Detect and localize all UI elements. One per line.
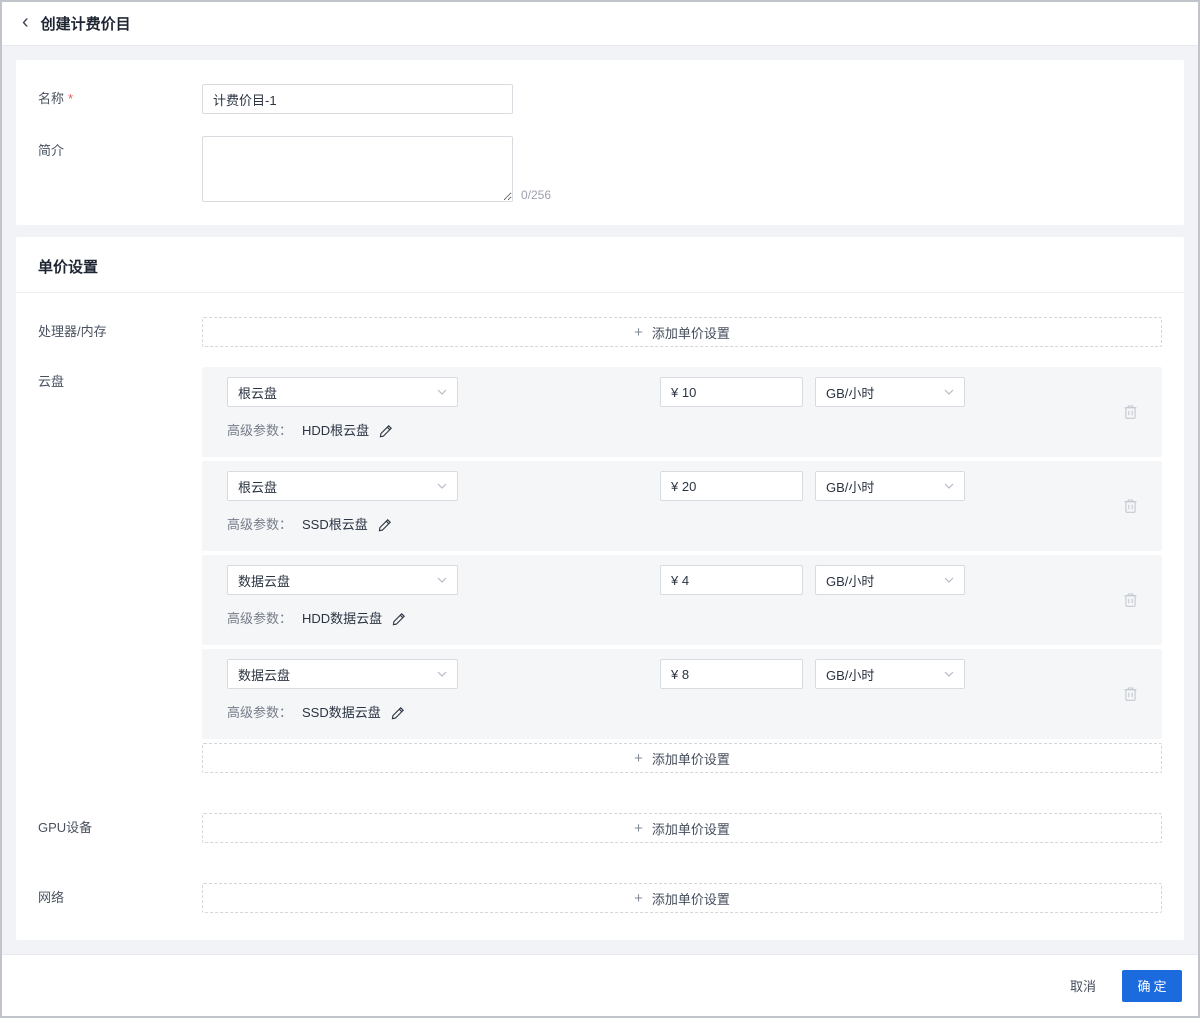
name-label-text: 名称: [38, 91, 65, 106]
footer-bar: 取消 确定: [2, 954, 1198, 1016]
add-price-label: 添加单价设置: [651, 891, 730, 907]
plus-icon: +: [634, 323, 643, 341]
unit-value: GB/小时: [826, 667, 875, 683]
price-input[interactable]: [660, 565, 803, 595]
cloud-disk-row: 云盘 根云盘 GB/小时 高级参数： HDD根云盘: [16, 367, 1184, 773]
edit-icon[interactable]: [391, 706, 405, 720]
chevron-down-icon: [944, 389, 954, 395]
edit-icon[interactable]: [379, 424, 393, 438]
section-divider: [16, 292, 1184, 293]
price-input[interactable]: [660, 659, 803, 689]
unit-value: GB/小时: [826, 385, 875, 401]
add-price-button-disk[interactable]: + 添加单价设置: [202, 743, 1162, 773]
cloud-disk-label: 云盘: [38, 374, 65, 389]
advanced-param-value: SSD根云盘: [302, 517, 368, 532]
unit-value: GB/小时: [826, 573, 875, 589]
intro-row: 简介 0/256: [38, 136, 1162, 202]
cpu-memory-row: 处理器/内存 + 添加单价设置: [16, 317, 1184, 347]
gpu-row: GPU设备 + 添加单价设置: [16, 813, 1184, 843]
plus-icon: +: [634, 819, 643, 837]
back-chevron-icon[interactable]: ‹: [22, 11, 29, 33]
unit-select[interactable]: GB/小时: [815, 377, 965, 407]
price-input[interactable]: [660, 471, 803, 501]
intro-textarea[interactable]: [202, 136, 513, 202]
add-price-label: 添加单价设置: [651, 821, 730, 837]
trash-icon[interactable]: [1123, 686, 1138, 702]
basic-info-panel: 名称* 简介 0/256: [16, 60, 1184, 225]
chevron-down-icon: [437, 671, 447, 677]
price-input[interactable]: [660, 377, 803, 407]
add-price-label: 添加单价设置: [651, 325, 730, 341]
disk-type-select[interactable]: 数据云盘: [227, 565, 458, 595]
disk-type-select[interactable]: 根云盘: [227, 377, 458, 407]
disk-type-value: 根云盘: [238, 479, 278, 495]
disk-price-entry: 根云盘 GB/小时 高级参数： SSD根云盘: [202, 461, 1162, 551]
disk-price-entry: 数据云盘 GB/小时 高级参数： SSD数据云盘: [202, 649, 1162, 739]
page-title: 创建计费价目: [40, 16, 131, 33]
unit-select[interactable]: GB/小时: [815, 565, 965, 595]
add-price-label: 添加单价设置: [651, 751, 730, 767]
edit-icon[interactable]: [378, 518, 392, 532]
unit-value: GB/小时: [826, 479, 875, 495]
disk-type-value: 根云盘: [238, 385, 278, 401]
confirm-button[interactable]: 确定: [1122, 969, 1182, 1002]
cpu-memory-label: 处理器/内存: [38, 324, 107, 339]
advanced-param-label: 高级参数：: [227, 517, 293, 532]
chevron-down-icon: [944, 577, 954, 583]
plus-icon: +: [634, 749, 643, 767]
unit-select[interactable]: GB/小时: [815, 659, 965, 689]
trash-icon[interactable]: [1123, 592, 1138, 608]
gpu-label: GPU设备: [38, 820, 93, 835]
chevron-down-icon: [437, 389, 447, 395]
disk-type-value: 数据云盘: [238, 667, 291, 683]
disk-type-value: 数据云盘: [238, 573, 291, 589]
chevron-down-icon: [437, 577, 447, 583]
unit-price-panel: 单价设置 处理器/内存 + 添加单价设置 云盘 根云盘: [16, 237, 1184, 940]
edit-icon[interactable]: [392, 612, 406, 626]
network-label: 网络: [38, 890, 65, 905]
advanced-param-label: 高级参数：: [227, 611, 293, 626]
advanced-param-value: HDD数据云盘: [302, 611, 383, 626]
disk-price-entry: 根云盘 GB/小时 高级参数： HDD根云盘: [202, 367, 1162, 457]
cancel-button[interactable]: 取消: [1070, 976, 1096, 995]
unit-select[interactable]: GB/小时: [815, 471, 965, 501]
add-price-button-gpu[interactable]: + 添加单价设置: [202, 813, 1162, 843]
advanced-param-label: 高级参数：: [227, 423, 293, 438]
add-price-button-cpu[interactable]: + 添加单价设置: [202, 317, 1162, 347]
chevron-down-icon: [944, 483, 954, 489]
advanced-param-value: SSD数据云盘: [302, 705, 381, 720]
trash-icon[interactable]: [1123, 498, 1138, 514]
disk-type-select[interactable]: 根云盘: [227, 471, 458, 501]
intro-label: 简介: [38, 143, 65, 158]
required-asterisk: *: [68, 91, 74, 106]
advanced-param-value: HDD根云盘: [302, 423, 370, 438]
network-row: 网络 + 添加单价设置: [16, 883, 1184, 913]
char-counter: 0/256: [521, 188, 552, 202]
add-price-button-network[interactable]: + 添加单价设置: [202, 883, 1162, 913]
chevron-down-icon: [437, 483, 447, 489]
name-row: 名称 *: [38, 84, 1162, 114]
trash-icon[interactable]: [1123, 404, 1138, 420]
plus-icon: +: [634, 889, 643, 907]
advanced-param-label: 高级参数：: [227, 705, 293, 720]
name-label: 名称 *: [38, 84, 202, 114]
page-header: ‹ 创建计费价目: [2, 2, 1198, 46]
name-input[interactable]: [202, 84, 513, 114]
chevron-down-icon: [944, 671, 954, 677]
disk-type-select[interactable]: 数据云盘: [227, 659, 458, 689]
disk-price-entry: 数据云盘 GB/小时 高级参数： HDD数据云盘: [202, 555, 1162, 645]
section-title: 单价设置: [38, 259, 99, 276]
